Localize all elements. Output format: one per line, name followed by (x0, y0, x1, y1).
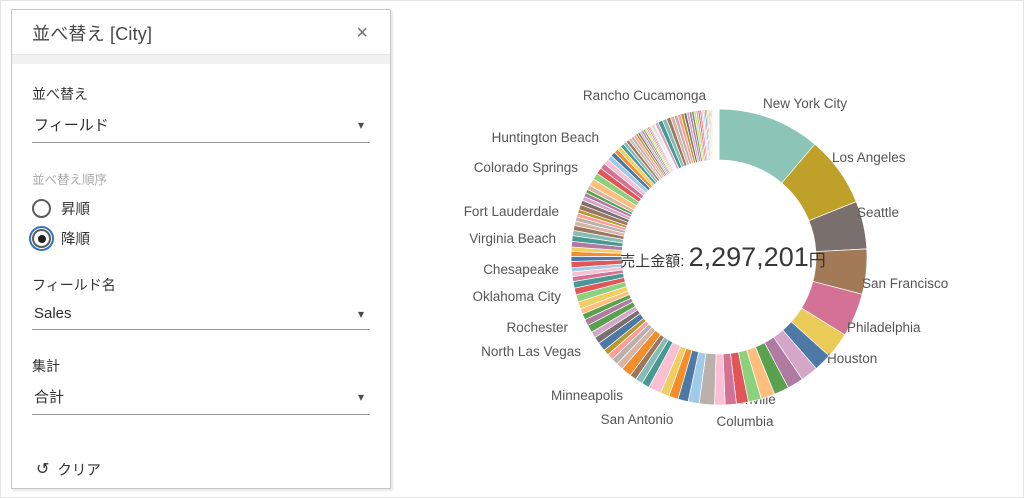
radio-descending[interactable]: 降順 (29, 226, 370, 251)
aggregation-label: 集計 (32, 358, 60, 374)
slice-label: San Francisco (862, 276, 948, 291)
sort-order-label: 並べ替え順序 (32, 173, 108, 187)
clear-button-label: クリア (57, 463, 101, 479)
slice-label: Virginia Beach (469, 231, 556, 246)
donut-chart-area: New York City Los Angeles Seattle San Franc… (401, 1, 1023, 497)
slice-label: Seattle (857, 205, 899, 220)
slice-label: Huntington Beach (492, 130, 599, 145)
slice-label: New York City (763, 96, 847, 111)
sort-by-select[interactable]: フィールド ▾ (32, 110, 370, 143)
slice-label: Houston (827, 351, 877, 366)
slice-label: Columbia (716, 414, 774, 429)
slice-label: Chesapeake (483, 262, 559, 277)
field-name-value: Sales (34, 305, 72, 322)
radio-ascending[interactable]: 昇順 (32, 198, 370, 219)
radio-descending-icon[interactable] (29, 226, 54, 251)
slice-label: Rochester (506, 320, 568, 335)
clear-button[interactable]: ↺ クリア (34, 455, 103, 484)
aggregation-value: 合計 (34, 389, 65, 406)
close-icon[interactable]: × (350, 21, 374, 45)
field-name-label: フィールド名 (32, 277, 116, 293)
aggregation-select[interactable]: 合計 ▾ (32, 382, 370, 415)
slice-label: Philadelphia (847, 320, 921, 335)
sort-by-value: フィールド (34, 117, 109, 134)
slice-label: Rancho Cucamonga (583, 88, 707, 103)
dialog-separator (12, 54, 390, 64)
undo-icon: ↺ (36, 460, 50, 478)
field-name-select[interactable]: Sales ▾ (32, 301, 370, 330)
sort-order-group: 昇順 降順 (29, 198, 370, 251)
chevron-down-icon: ▾ (357, 389, 364, 404)
slice-label: Los Angeles (832, 150, 906, 165)
slice-label: Oklahoma City (472, 289, 561, 304)
slice-label: Minneapolis (551, 388, 623, 403)
radio-descending-label: 降順 (61, 232, 90, 248)
slice-label: Fort Lauderdale (464, 204, 559, 219)
radio-ascending-label: 昇順 (61, 202, 90, 218)
dialog-title: 並べ替え [City] (32, 24, 153, 44)
slice-label: San Antonio (601, 412, 674, 427)
donut-chart: New York City Los Angeles Seattle San Franc… (464, 88, 949, 429)
chevron-down-icon: ▾ (357, 306, 364, 321)
dialog-body: 並べ替え フィールド ▾ 並べ替え順序 昇順 降順 フィールド名 Sales ▾ (12, 64, 390, 484)
donut-center-label: 売上金額: 2,297,201円 (620, 242, 825, 272)
sort-dialog: 並べ替え [City] × 並べ替え フィールド ▾ 並べ替え順序 昇順 降順 (11, 9, 391, 489)
dialog-header: 並べ替え [City] × (12, 10, 390, 54)
sort-by-label: 並べ替え (32, 86, 88, 102)
radio-ascending-icon[interactable] (32, 199, 51, 218)
slice-label: Colorado Springs (474, 160, 579, 175)
slice-label: North Las Vegas (481, 344, 581, 359)
chevron-down-icon: ▾ (357, 117, 364, 132)
